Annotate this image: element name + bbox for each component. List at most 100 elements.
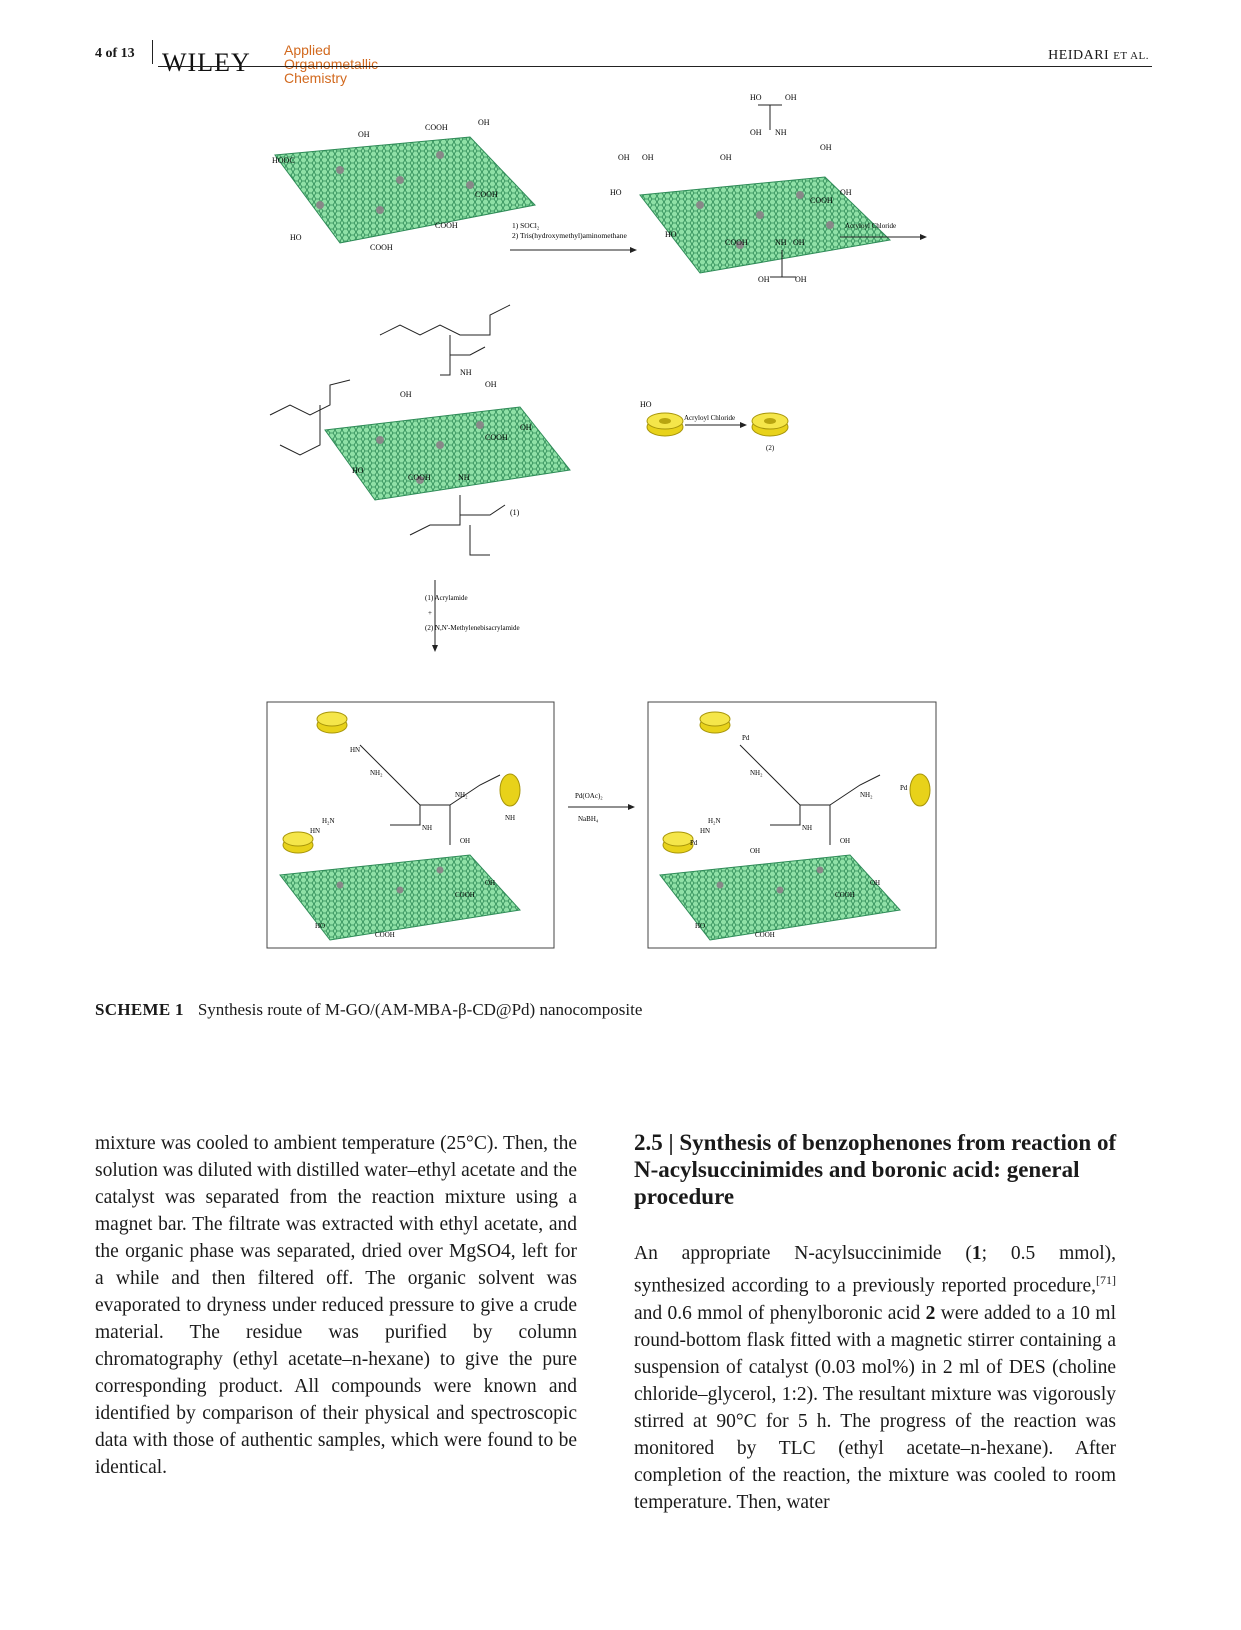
journal-line: Chemistry <box>284 70 348 86</box>
svg-text:NH: NH <box>802 824 812 832</box>
section-title: Synthesis of benzophenones from reaction… <box>634 1130 1117 1209</box>
page-header: 4 of 13 WILEY Applied Organometallic Che… <box>0 0 1241 100</box>
svg-text:NH₂: NH₂ <box>455 791 468 799</box>
compound-1: NH OH OH OH COOH HO COOH NH (1) <box>269 304 571 556</box>
svg-text:COOH: COOH <box>755 931 775 939</box>
svg-text:Pd: Pd <box>690 839 698 847</box>
svg-text:Pd: Pd <box>742 734 750 742</box>
svg-text:Acryloyl Chloride: Acryloyl Chloride <box>845 222 896 230</box>
svg-text:COOH: COOH <box>425 123 448 132</box>
page-number: 4 of 13 <box>95 46 135 61</box>
reference-marker[interactable]: [71] <box>1096 1273 1116 1287</box>
svg-text:OH: OH <box>460 837 470 845</box>
svg-text:HO: HO <box>290 233 302 242</box>
section-separator: | <box>668 1130 674 1155</box>
svg-text:OH: OH <box>795 275 807 284</box>
svg-text:NH₂: NH₂ <box>370 769 383 777</box>
svg-text:OH: OH <box>750 847 760 855</box>
svg-text:COOH: COOH <box>810 196 833 205</box>
polymer-box-left: HN NH₂ H₂N HN NH₂ NH NH OH OH COOH HO CO… <box>266 701 555 949</box>
svg-text:COOH: COOH <box>455 891 475 899</box>
journal-logo: Applied Organometallic Chemistry <box>284 43 378 85</box>
running-head: HEIDARI ET AL. <box>1048 48 1149 63</box>
body-text-right: An appropriate N-acylsuccinimide (1; 0.5… <box>634 1243 1116 1513</box>
svg-text:HO: HO <box>352 466 364 475</box>
svg-text:OH: OH <box>642 153 654 162</box>
svg-text:HO: HO <box>315 922 325 930</box>
header-rule <box>158 66 1152 67</box>
svg-text:OH: OH <box>520 423 532 432</box>
svg-text:H₂N: H₂N <box>322 817 335 825</box>
figure-caption: SCHEME 1 Synthesis route of M-GO/(AM-MBA-… <box>95 1000 642 1020</box>
section-heading: 2.5 | Synthesis of benzophenones from re… <box>634 1129 1124 1210</box>
svg-text:HO: HO <box>610 188 622 197</box>
journal-line: Organometallic <box>284 56 379 72</box>
svg-text:HO: HO <box>665 230 677 239</box>
publisher-logo: WILEY <box>162 48 251 77</box>
svg-text:NH: NH <box>775 238 787 247</box>
svg-text:+: + <box>428 609 432 617</box>
svg-text:COOH: COOH <box>370 243 393 252</box>
polymer-box-right: Pd Pd Pd NH₂ H₂N HN NH₂ NH OH OH OH COOH… <box>647 701 937 949</box>
svg-text:COOH: COOH <box>475 190 498 199</box>
svg-text:NH: NH <box>422 824 432 832</box>
svg-text:OH: OH <box>618 153 630 162</box>
svg-text:OH: OH <box>485 879 495 887</box>
synthesis-scheme: COOH OH OH HOOC COOH COOH HO COOH 1) SOC… <box>266 93 937 949</box>
svg-text:OH: OH <box>870 879 880 887</box>
svg-text:OH: OH <box>840 837 850 845</box>
svg-text:OH: OH <box>485 380 497 389</box>
reaction-arrow-2: Acryloyl Chloride <box>840 222 927 240</box>
reaction-arrow-final: Pd(OAc)₂ NaBH₄ <box>568 792 635 823</box>
svg-text:HOOC: HOOC <box>272 156 295 165</box>
svg-text:OH: OH <box>750 128 762 137</box>
graphene-sheet-1: COOH OH OH HOOC COOH COOH HO COOH <box>272 118 536 252</box>
svg-text:NH₂: NH₂ <box>750 769 763 777</box>
svg-text:HO: HO <box>640 400 652 409</box>
svg-text:OH: OH <box>758 275 770 284</box>
svg-text:HN: HN <box>350 746 360 754</box>
svg-text:HO: HO <box>750 93 762 102</box>
svg-text:OH: OH <box>785 93 797 102</box>
cyclodextrin-reaction: HO Acryloyl Chloride (2) <box>640 400 789 452</box>
reaction-arrow-1: 1) SOCl₂ 2) Tris(hydroxymethyl)aminometh… <box>510 221 637 253</box>
svg-text:HN: HN <box>700 827 710 835</box>
svg-text:NH: NH <box>460 368 472 377</box>
svg-text:NH: NH <box>505 814 515 822</box>
svg-text:COOH: COOH <box>375 931 395 939</box>
svg-text:NH₂: NH₂ <box>860 791 873 799</box>
reaction-arrow-down: (1) Acrylamide + (2) N,N'-Methylenebisac… <box>425 580 520 652</box>
svg-text:OH: OH <box>720 153 732 162</box>
svg-text:H₂N: H₂N <box>708 817 721 825</box>
section-number: 2.5 <box>634 1130 663 1155</box>
caption-label: SCHEME 1 <box>95 1000 184 1019</box>
svg-text:(1) Acrylamide: (1) Acrylamide <box>425 594 468 602</box>
svg-text:Pd(OAc)₂: Pd(OAc)₂ <box>575 792 603 800</box>
svg-text:NH: NH <box>775 128 787 137</box>
svg-text:OH: OH <box>840 188 852 197</box>
svg-text:OH: OH <box>358 130 370 139</box>
svg-text:Acryloyl Chloride: Acryloyl Chloride <box>684 414 735 422</box>
svg-text:OH: OH <box>820 143 832 152</box>
graphene-sheet-2: HO OH OH NH OH OH HO OH OH OH COOH HO CO… <box>610 93 892 284</box>
svg-text:(2) N,N'-Methylenebisacrylami: (2) N,N'-Methylenebisacrylamide <box>425 624 520 632</box>
header-divider <box>152 40 153 64</box>
body-text-left: mixture was cooled to ambient temperatur… <box>95 1133 577 1478</box>
svg-text:COOH: COOH <box>725 238 748 247</box>
svg-text:Pd: Pd <box>900 784 908 792</box>
svg-text:NH: NH <box>458 473 470 482</box>
svg-text:1) SOCl₂: 1) SOCl₂ <box>512 221 540 230</box>
svg-text:OH: OH <box>478 118 490 127</box>
svg-text:(2): (2) <box>766 444 775 452</box>
svg-text:HN: HN <box>310 827 320 835</box>
svg-text:OH: OH <box>793 238 805 247</box>
journal-line: Applied <box>284 42 331 58</box>
svg-text:HO: HO <box>695 922 705 930</box>
caption-text: Synthesis route of M-GO/(AM-MBA-β-CD@Pd)… <box>197 1000 643 1019</box>
svg-text:OH: OH <box>400 390 412 399</box>
svg-text:2) Tris(hydroxymethyl)aminomet: 2) Tris(hydroxymethyl)aminomethane <box>512 231 627 240</box>
svg-text:COOH: COOH <box>408 473 431 482</box>
svg-text:COOH: COOH <box>485 433 508 442</box>
svg-text:(1): (1) <box>510 508 520 517</box>
svg-text:COOH: COOH <box>835 891 855 899</box>
